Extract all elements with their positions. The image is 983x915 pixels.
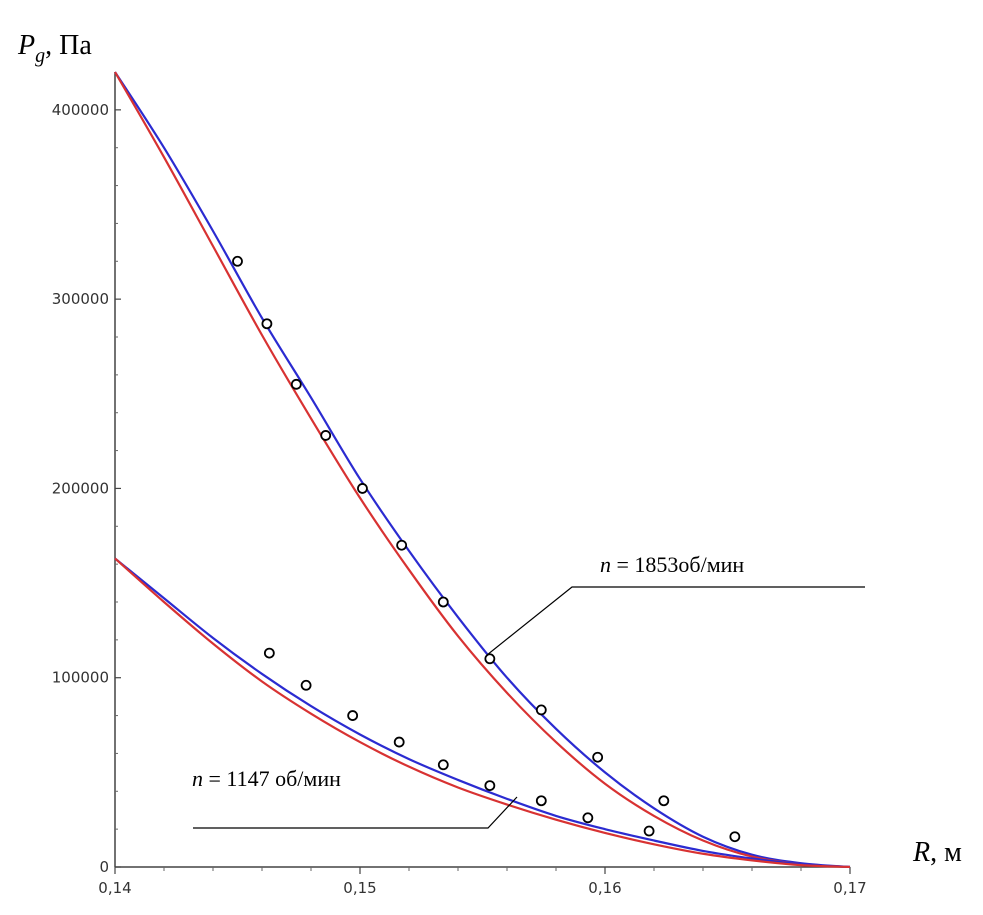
axes xyxy=(114,72,850,868)
y-axis-unit: , Па xyxy=(45,30,92,61)
series-line-n1147 xyxy=(114,557,851,869)
data-point-n1853 xyxy=(729,831,741,843)
series-line-n1853 xyxy=(114,71,851,869)
annotation-symbol: n xyxy=(192,766,203,791)
annotation-value: = 1147 об/мин xyxy=(203,766,341,791)
y-tick-label: 300000 xyxy=(52,290,109,308)
x-axis-symbol: R xyxy=(912,837,930,868)
annotation-label-n1147: n = 1147 об/мин xyxy=(192,766,341,791)
y-tick-label: 0 xyxy=(99,858,109,876)
y-axis-symbol: P xyxy=(17,30,35,61)
x-tick-label: 0,16 xyxy=(588,879,621,897)
series-line-n1853 xyxy=(114,71,851,869)
data-point-n1853 xyxy=(232,255,243,267)
data-point-n1853 xyxy=(658,795,670,807)
series-markers xyxy=(232,255,741,843)
annotation-leader-n1853 xyxy=(486,586,865,656)
data-point-n1853 xyxy=(396,539,408,551)
y-tick-label: 100000 xyxy=(52,669,109,687)
data-point-n1147 xyxy=(643,825,655,837)
y-tick-label: 400000 xyxy=(52,101,109,119)
x-tick-label: 0,15 xyxy=(343,879,376,897)
data-point-n1147 xyxy=(484,780,496,792)
annotation-label-n1853: n = 1853об/мин xyxy=(600,552,744,577)
x-tick-label: 0,14 xyxy=(98,879,131,897)
data-point-n1147 xyxy=(535,795,547,807)
axis-ticks: 0 100000 200000 300000 400000 0,14 0,15 0,16 0,1… xyxy=(52,101,867,897)
data-point-n1147 xyxy=(582,812,594,824)
y-axis-title: Pg, Па xyxy=(17,30,92,67)
annotation-symbol: n xyxy=(600,552,611,577)
series-lines xyxy=(114,71,851,869)
y-axis-subscript: g xyxy=(35,45,45,67)
data-point-n1147 xyxy=(300,679,312,691)
data-point-n1853 xyxy=(320,430,332,441)
data-point-n1853 xyxy=(437,596,449,608)
data-point-n1147 xyxy=(393,736,405,748)
series-line-n1147 xyxy=(114,557,851,869)
annotation-leader-n1147 xyxy=(193,796,518,829)
data-point-n1853 xyxy=(535,704,547,716)
data-point-n1853 xyxy=(261,318,273,330)
data-point-n1853 xyxy=(357,483,368,494)
data-point-n1147 xyxy=(347,710,359,721)
x-axis-title: R, м xyxy=(912,837,962,868)
data-point-n1853 xyxy=(592,751,604,763)
x-tick-label: 0,17 xyxy=(833,879,866,897)
y-tick-label: 200000 xyxy=(52,479,109,497)
data-point-n1853 xyxy=(484,653,496,665)
data-point-n1147 xyxy=(263,647,275,659)
annotation-value: = 1853об/мин xyxy=(611,552,744,577)
data-point-n1147 xyxy=(437,759,449,771)
data-point-n1853 xyxy=(290,378,302,390)
x-axis-unit: , м xyxy=(930,837,962,868)
